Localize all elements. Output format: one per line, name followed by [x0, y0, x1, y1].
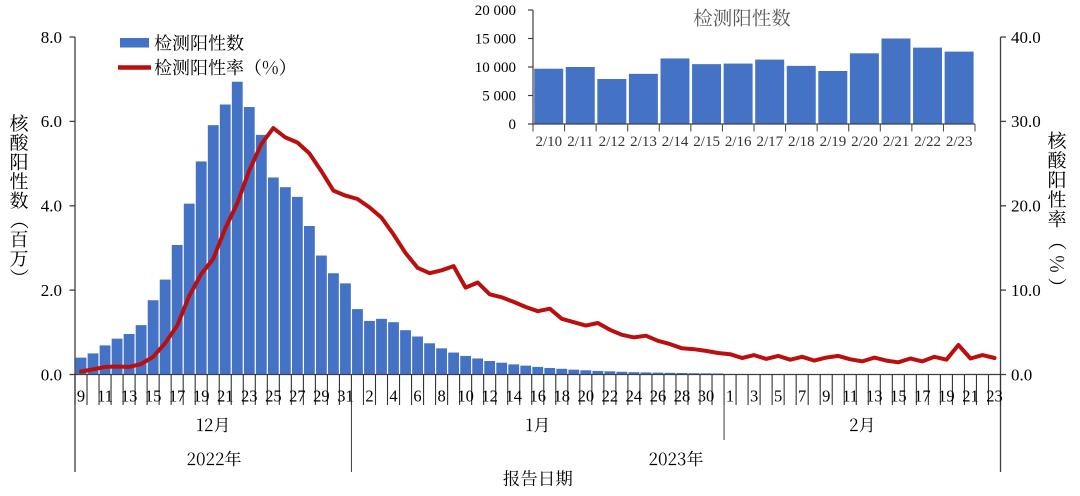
svg-text:19: 19: [938, 387, 955, 406]
svg-text:22: 22: [602, 387, 619, 406]
svg-text:2/11: 2/11: [567, 134, 593, 150]
svg-text:2/19: 2/19: [820, 134, 847, 150]
svg-text:27: 27: [289, 387, 306, 406]
svg-text:2/21: 2/21: [883, 134, 910, 150]
svg-text:2/16: 2/16: [725, 134, 752, 150]
svg-text:7: 7: [798, 387, 806, 406]
svg-text:2.0: 2.0: [41, 281, 62, 300]
svg-text:3: 3: [750, 387, 758, 406]
svg-text:26: 26: [650, 387, 667, 406]
svg-text:6.0: 6.0: [41, 112, 62, 131]
svg-text:1: 1: [726, 387, 734, 406]
svg-text:15: 15: [145, 387, 162, 406]
svg-text:2/13: 2/13: [630, 134, 657, 150]
svg-text:9: 9: [822, 387, 830, 406]
svg-text:40.0: 40.0: [1011, 28, 1041, 47]
svg-text:5 000: 5 000: [482, 89, 516, 105]
svg-text:25: 25: [265, 387, 282, 406]
svg-text:15: 15: [890, 387, 907, 406]
svg-text:9: 9: [77, 387, 85, 406]
svg-text:18: 18: [554, 387, 571, 406]
svg-text:13: 13: [866, 387, 883, 406]
svg-text:15 000: 15 000: [475, 32, 516, 48]
svg-text:13: 13: [121, 387, 138, 406]
svg-text:8: 8: [437, 387, 445, 406]
svg-text:2/10: 2/10: [535, 134, 562, 150]
svg-text:31: 31: [337, 387, 354, 406]
svg-text:2/22: 2/22: [914, 134, 941, 150]
svg-text:20.0: 20.0: [1011, 197, 1041, 216]
svg-text:24: 24: [626, 387, 643, 406]
svg-text:10.0: 10.0: [1011, 281, 1041, 300]
svg-text:2/14: 2/14: [662, 134, 689, 150]
svg-text:20: 20: [578, 387, 595, 406]
svg-text:11: 11: [97, 387, 113, 406]
svg-text:30.0: 30.0: [1011, 112, 1041, 131]
svg-text:19: 19: [193, 387, 210, 406]
svg-text:23: 23: [986, 387, 1003, 406]
svg-text:14: 14: [505, 387, 522, 406]
svg-text:0.0: 0.0: [41, 365, 62, 384]
svg-text:2/20: 2/20: [851, 134, 878, 150]
svg-text:0.0: 0.0: [1011, 365, 1032, 384]
svg-text:4: 4: [389, 387, 397, 406]
svg-text:2/18: 2/18: [788, 134, 815, 150]
svg-text:6: 6: [413, 387, 421, 406]
svg-text:17: 17: [169, 387, 186, 406]
svg-text:17: 17: [914, 387, 931, 406]
svg-text:5: 5: [774, 387, 782, 406]
svg-text:4.0: 4.0: [41, 197, 62, 216]
svg-text:16: 16: [530, 387, 547, 406]
svg-text:2/17: 2/17: [756, 134, 783, 150]
svg-text:10: 10: [457, 387, 474, 406]
svg-text:21: 21: [217, 387, 234, 406]
svg-text:30: 30: [698, 387, 715, 406]
svg-text:2/23: 2/23: [946, 134, 973, 150]
svg-text:29: 29: [313, 387, 330, 406]
svg-text:21: 21: [962, 387, 979, 406]
svg-text:2/12: 2/12: [599, 134, 626, 150]
svg-text:8.0: 8.0: [41, 28, 62, 47]
svg-text:2/15: 2/15: [693, 134, 720, 150]
svg-text:2: 2: [365, 387, 373, 406]
svg-text:12: 12: [481, 387, 498, 406]
svg-text:11: 11: [842, 387, 858, 406]
svg-text:10 000: 10 000: [475, 60, 516, 76]
svg-text:0: 0: [509, 117, 517, 133]
svg-text:23: 23: [241, 387, 258, 406]
svg-text:28: 28: [674, 387, 691, 406]
svg-text:20 000: 20 000: [475, 3, 516, 19]
